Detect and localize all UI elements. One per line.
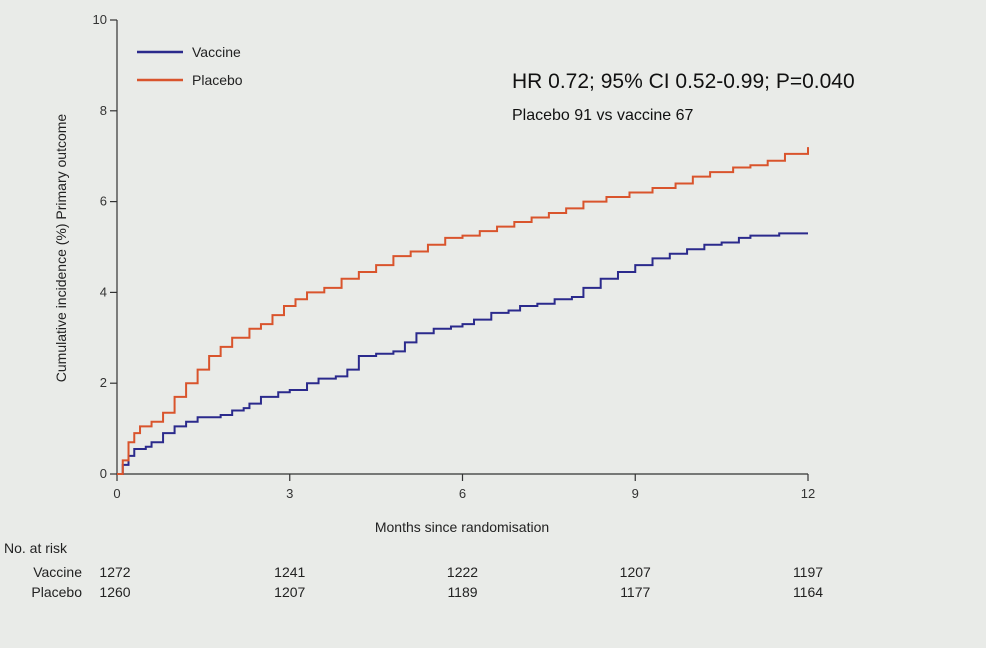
risk-value: 1197 bbox=[793, 564, 823, 580]
y-axis-label: Cumulative incidence (%) Primary outcome bbox=[53, 114, 69, 383]
x-axis: 0 3 6 9 12 bbox=[113, 473, 815, 501]
legend-label-placebo: Placebo bbox=[192, 72, 243, 88]
risk-row-label-vaccine: Vaccine bbox=[33, 564, 82, 580]
y-tick-label: 6 bbox=[100, 194, 107, 209]
series-line-vaccine bbox=[117, 232, 808, 475]
y-tick-label: 0 bbox=[100, 466, 107, 481]
risk-table: No. at risk Vaccine Placebo 1272 1241 1222… bbox=[4, 540, 823, 600]
y-tick-label: 4 bbox=[100, 284, 107, 299]
risk-value: 1177 bbox=[620, 584, 650, 600]
x-tick-label: 12 bbox=[801, 486, 815, 501]
y-tick-label: 8 bbox=[100, 103, 107, 118]
event-count-annotation: Placebo 91 vs vaccine 67 bbox=[512, 107, 694, 124]
x-tick-label: 0 bbox=[113, 486, 120, 501]
legend: Vaccine Placebo bbox=[137, 44, 243, 88]
x-axis-label: Months since randomisation bbox=[375, 519, 549, 535]
risk-value: 1207 bbox=[620, 564, 651, 580]
series-lines bbox=[117, 147, 809, 475]
x-tick-label: 9 bbox=[632, 486, 639, 501]
risk-value: 1189 bbox=[447, 584, 477, 600]
x-tick-label: 6 bbox=[459, 486, 466, 501]
y-tick-label: 2 bbox=[100, 375, 107, 390]
risk-value: 1260 bbox=[99, 584, 130, 600]
x-tick-label: 3 bbox=[286, 486, 293, 501]
risk-row-label-placebo: Placebo bbox=[31, 584, 82, 600]
hazard-ratio-annotation: HR 0.72; 95% CI 0.52-0.99; P=0.040 bbox=[512, 70, 855, 93]
risk-value: 1207 bbox=[274, 584, 305, 600]
risk-value: 1272 bbox=[99, 564, 130, 580]
risk-table-header: No. at risk bbox=[4, 540, 68, 556]
y-tick-label: 10 bbox=[93, 12, 107, 27]
legend-label-vaccine: Vaccine bbox=[192, 44, 241, 60]
risk-value: 1241 bbox=[274, 564, 305, 580]
series-line-placebo bbox=[117, 147, 809, 475]
y-axis: 0 2 4 6 8 10 bbox=[93, 12, 118, 481]
risk-value: 1222 bbox=[447, 564, 478, 580]
risk-value: 1164 bbox=[793, 584, 823, 600]
